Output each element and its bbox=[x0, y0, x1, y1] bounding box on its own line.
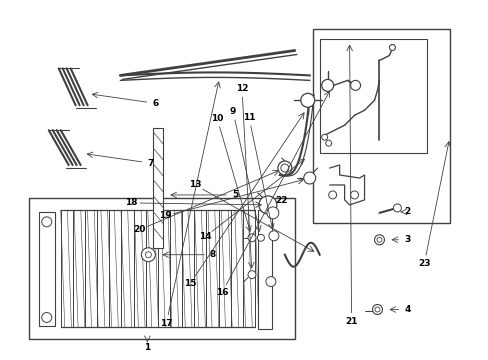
Circle shape bbox=[393, 204, 401, 212]
Text: 19: 19 bbox=[159, 211, 171, 220]
Text: 1: 1 bbox=[144, 343, 150, 352]
Circle shape bbox=[247, 234, 255, 242]
Circle shape bbox=[266, 207, 278, 219]
Circle shape bbox=[325, 140, 331, 146]
Bar bbox=[319, 39, 427, 153]
Text: 21: 21 bbox=[345, 317, 357, 326]
Circle shape bbox=[41, 312, 52, 323]
Text: 6: 6 bbox=[152, 99, 158, 108]
Text: 11: 11 bbox=[242, 113, 255, 122]
Circle shape bbox=[350, 191, 358, 199]
Circle shape bbox=[257, 234, 264, 241]
Text: 2: 2 bbox=[404, 207, 409, 216]
Circle shape bbox=[303, 172, 315, 184]
Bar bbox=[29, 198, 294, 339]
Circle shape bbox=[300, 93, 314, 107]
Circle shape bbox=[372, 305, 382, 315]
Text: 8: 8 bbox=[209, 250, 216, 259]
Circle shape bbox=[141, 248, 155, 262]
Circle shape bbox=[376, 237, 381, 242]
Bar bbox=[39, 212, 55, 327]
Text: 20: 20 bbox=[133, 225, 145, 234]
Text: 7: 7 bbox=[147, 158, 153, 167]
Circle shape bbox=[277, 161, 291, 175]
Text: 16: 16 bbox=[215, 288, 228, 297]
Text: 18: 18 bbox=[125, 198, 138, 207]
Text: 15: 15 bbox=[183, 279, 196, 288]
Circle shape bbox=[265, 276, 275, 287]
Text: 3: 3 bbox=[404, 235, 409, 244]
Text: 23: 23 bbox=[417, 259, 429, 268]
Text: 9: 9 bbox=[229, 107, 236, 116]
Circle shape bbox=[374, 235, 384, 245]
Text: 14: 14 bbox=[199, 232, 211, 241]
Circle shape bbox=[280, 164, 288, 172]
Circle shape bbox=[388, 45, 395, 50]
Text: 13: 13 bbox=[188, 180, 201, 189]
Circle shape bbox=[374, 307, 379, 312]
Circle shape bbox=[321, 134, 327, 140]
Circle shape bbox=[247, 271, 255, 279]
Circle shape bbox=[350, 80, 360, 90]
Bar bbox=[258, 210, 271, 329]
Circle shape bbox=[259, 196, 276, 214]
Text: 12: 12 bbox=[235, 84, 248, 93]
Circle shape bbox=[41, 217, 52, 227]
Text: 17: 17 bbox=[160, 319, 172, 328]
Bar bbox=[312, 28, 449, 223]
Circle shape bbox=[321, 80, 333, 91]
Circle shape bbox=[145, 252, 151, 258]
Bar bbox=[153, 128, 163, 248]
Text: 22: 22 bbox=[275, 197, 287, 206]
Text: 10: 10 bbox=[210, 114, 223, 123]
Circle shape bbox=[268, 231, 278, 241]
Text: 4: 4 bbox=[404, 305, 410, 314]
Text: 5: 5 bbox=[231, 190, 238, 199]
Circle shape bbox=[328, 191, 336, 199]
